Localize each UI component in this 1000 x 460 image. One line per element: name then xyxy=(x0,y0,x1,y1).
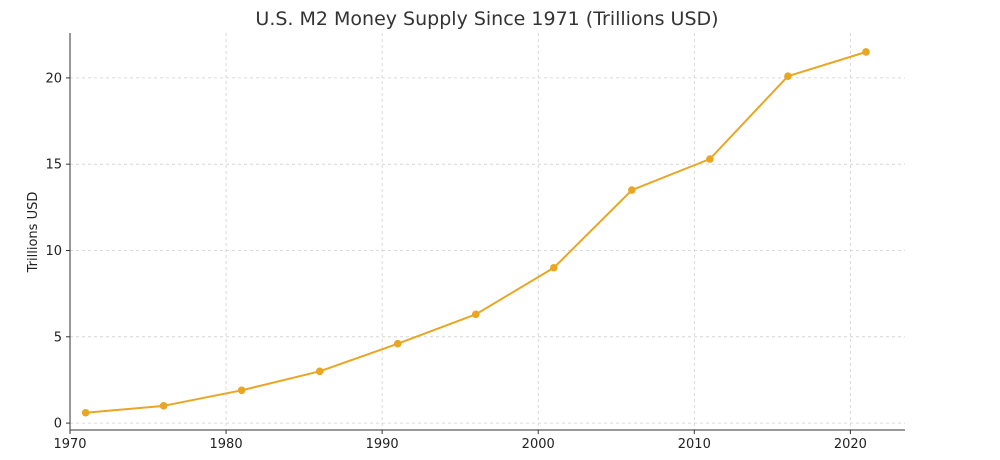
tick-labels: 1970 1980 1990 2000 2010 2020 0 5 10 15 20 xyxy=(45,71,866,452)
axes xyxy=(66,33,905,434)
y-axis-label: Trillions USD xyxy=(26,192,41,274)
series xyxy=(81,48,870,417)
data-point-2001 xyxy=(550,263,558,272)
data-point-2016 xyxy=(784,72,792,80)
series-line-0 xyxy=(85,51,867,414)
x-tick-label-0: 1970 xyxy=(53,437,86,452)
x-tick-label-4: 2010 xyxy=(678,437,711,452)
data-point-1991 xyxy=(393,339,402,348)
data-point-1981 xyxy=(237,386,246,395)
y-tick-label-4: 20 xyxy=(45,71,62,86)
y-tick-label-3: 15 xyxy=(45,158,62,173)
y-tick-label-0: 0 xyxy=(54,417,62,432)
x-tick-label-1: 1980 xyxy=(210,437,243,452)
data-point-2006 xyxy=(628,186,636,194)
y-tick-label-1: 5 xyxy=(54,330,62,345)
x-tick-label-3: 2000 xyxy=(522,437,555,452)
data-point-2011 xyxy=(706,155,714,163)
data-point-1986 xyxy=(315,367,324,376)
data-point-1976 xyxy=(159,402,168,410)
x-tick-label-2: 1990 xyxy=(366,437,399,452)
chart-title: U.S. M2 Money Supply Since 1971 (Trillio… xyxy=(255,8,718,30)
data-point-1996 xyxy=(471,310,480,319)
data-point-1971 xyxy=(81,408,90,417)
x-tick-label-5: 2020 xyxy=(834,437,867,452)
grid xyxy=(69,33,905,430)
y-tick-label-2: 10 xyxy=(45,244,62,259)
data-point-2021 xyxy=(862,48,870,56)
